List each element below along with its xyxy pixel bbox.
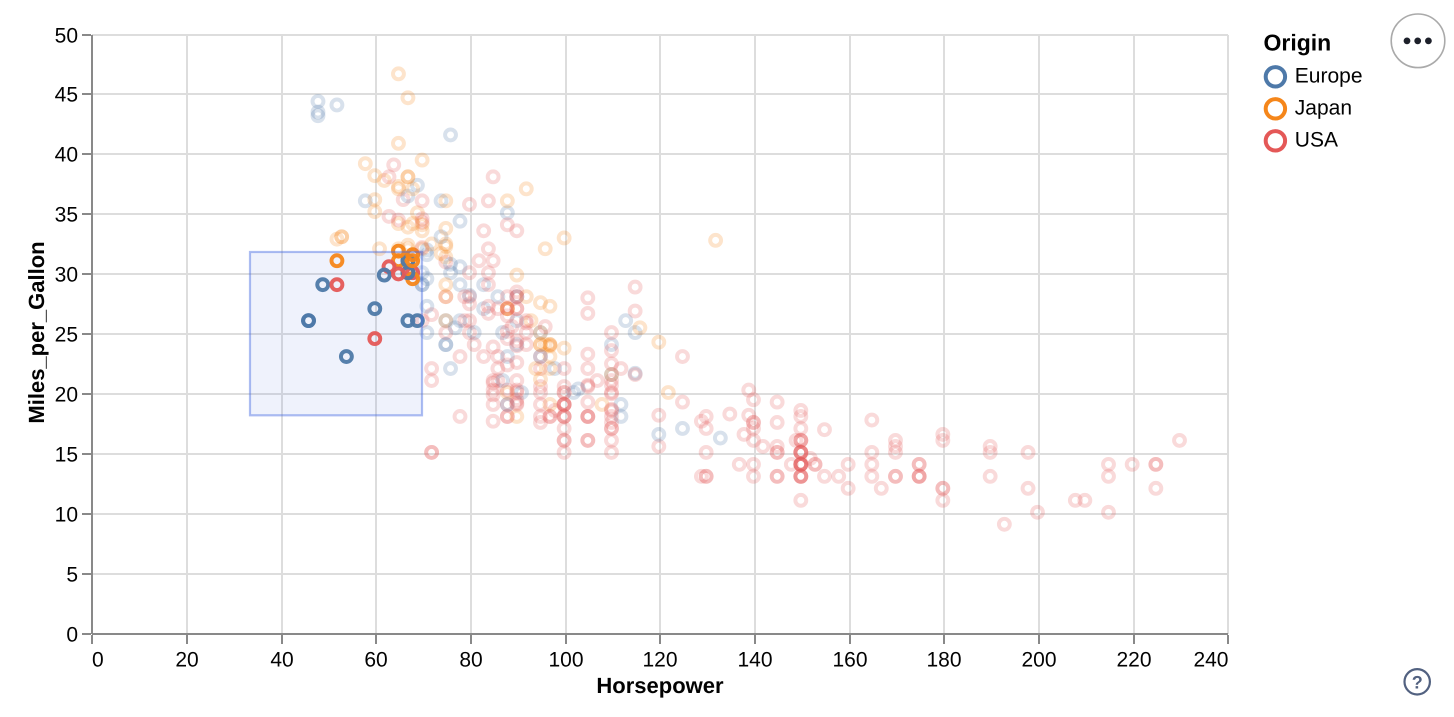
svg-text:0: 0 [92, 648, 104, 671]
svg-text:40: 40 [270, 648, 293, 671]
svg-text:45: 45 [55, 83, 78, 106]
svg-text:Japan: Japan [1295, 97, 1352, 120]
svg-text:120: 120 [642, 648, 677, 671]
svg-text:?: ? [1412, 672, 1423, 692]
svg-text:40: 40 [55, 143, 78, 166]
svg-text:30: 30 [55, 263, 78, 286]
svg-text:15: 15 [55, 443, 78, 466]
svg-text:0: 0 [66, 623, 78, 646]
svg-text:Miles_per_Gallon: Miles_per_Gallon [24, 241, 49, 423]
svg-text:Origin: Origin [1264, 30, 1332, 56]
svg-text:240: 240 [1193, 648, 1228, 671]
svg-text:180: 180 [926, 648, 961, 671]
svg-text:Horsepower: Horsepower [596, 673, 724, 698]
svg-text:10: 10 [55, 503, 78, 526]
svg-text:160: 160 [832, 648, 867, 671]
svg-text:60: 60 [364, 648, 387, 671]
svg-text:140: 140 [737, 648, 772, 671]
svg-text:25: 25 [55, 323, 78, 346]
svg-text:Europe: Europe [1295, 65, 1363, 88]
svg-text:100: 100 [548, 648, 583, 671]
svg-text:5: 5 [66, 563, 78, 586]
svg-text:35: 35 [55, 203, 78, 226]
svg-text:220: 220 [1116, 648, 1151, 671]
svg-text:USA: USA [1295, 129, 1338, 152]
svg-text:20: 20 [175, 648, 198, 671]
svg-text:20: 20 [55, 383, 78, 406]
svg-text:50: 50 [55, 24, 78, 47]
svg-text:200: 200 [1021, 648, 1056, 671]
svg-text:80: 80 [459, 648, 482, 671]
